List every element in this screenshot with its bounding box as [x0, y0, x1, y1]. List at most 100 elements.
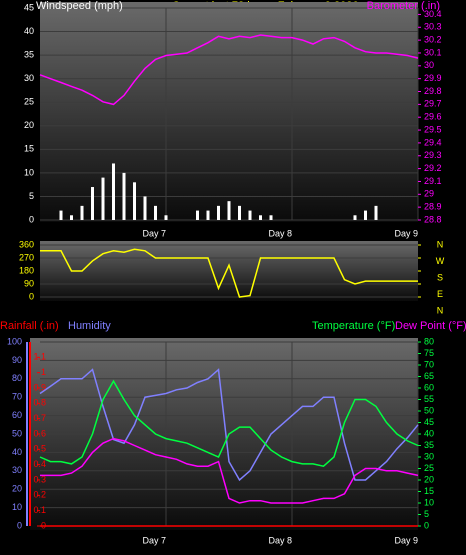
- y-tick-label: 100: [7, 336, 22, 346]
- x-tick-label: Day 8: [268, 228, 292, 238]
- y2-tick-label: 70: [424, 359, 434, 369]
- y-tick-label: 270: [19, 252, 34, 262]
- y2-tick-label: N: [437, 305, 444, 315]
- y-tick-label: 90: [24, 278, 34, 288]
- bar: [91, 187, 94, 220]
- y-tick-label: 0.8: [33, 398, 46, 408]
- y-tick-label: 20: [24, 120, 34, 130]
- y-tick-label: 0.4: [33, 459, 46, 469]
- y2-tick-label: 28.9: [424, 202, 442, 212]
- x-tick-label: Day 8: [268, 535, 292, 545]
- y2-tick-label: 30.2: [424, 34, 442, 44]
- bar: [122, 172, 126, 220]
- bar: [196, 210, 199, 220]
- y-tick-label: 0: [29, 214, 34, 224]
- series-line: [39, 34, 419, 106]
- y-tick-label: 0.9: [33, 382, 46, 392]
- y-tick-label: 40: [24, 26, 34, 36]
- bar: [133, 182, 136, 220]
- y-tick-label: 60: [12, 410, 22, 420]
- y-tick-label: 0.7: [33, 413, 46, 423]
- y-tick-label: 0.3: [33, 474, 46, 484]
- bar: [70, 215, 73, 220]
- y2-tick-label: 30: [424, 451, 434, 461]
- y-tick-label: 15: [24, 144, 34, 154]
- series-label: Temperature (°F): [312, 320, 395, 332]
- y2-tick-label: 80: [424, 336, 434, 346]
- y-tick-label: 40: [12, 447, 22, 457]
- series-label: Dew Point (°F): [395, 320, 466, 332]
- y-tick-label: 45: [24, 2, 34, 12]
- y-tick-label: 25: [24, 97, 34, 107]
- y2-tick-label: 5: [424, 509, 429, 519]
- bar: [206, 210, 210, 220]
- y2-tick-label: 29.6: [424, 112, 442, 122]
- series-line: [39, 379, 419, 468]
- y2-tick-label: 29.3: [424, 150, 442, 160]
- y2-tick-label: 20: [424, 474, 434, 484]
- series-line: [39, 368, 419, 482]
- bar: [112, 163, 115, 220]
- bar: [248, 210, 252, 220]
- y-tick-label: 80: [12, 373, 22, 383]
- y2-tick-label: 30: [424, 60, 434, 70]
- y-tick-label: 0: [17, 520, 22, 530]
- y-tick-label: 1.1: [33, 352, 46, 362]
- y-tick-label: 0.2: [33, 490, 46, 500]
- bar: [259, 215, 262, 220]
- y2-tick-label: 29.1: [424, 176, 442, 186]
- y-tick-label: 20: [12, 484, 22, 494]
- series-line: [40, 437, 419, 504]
- x-tick-label: Day 7: [142, 228, 166, 238]
- y2-tick-label: N: [437, 239, 444, 249]
- bar: [353, 215, 357, 220]
- y-tick-label: 50: [12, 428, 22, 438]
- y-tick-label: 360: [19, 239, 34, 249]
- y-tick-label: 35: [24, 49, 34, 59]
- bar: [227, 201, 231, 220]
- y-tick-label: 180: [19, 265, 34, 275]
- series-label: Windspeed (mph): [36, 0, 123, 12]
- x-tick-label: Day 7: [142, 535, 166, 545]
- series-label: Rainfall (.in): [0, 320, 59, 332]
- y-tick-label: 90: [12, 355, 22, 365]
- y2-tick-label: 29.7: [424, 99, 442, 109]
- y2-tick-label: 65: [424, 371, 434, 381]
- y-tick-label: 70: [12, 392, 22, 402]
- y2-tick-label: S: [437, 272, 443, 282]
- x-tick-label: Day 9: [394, 228, 418, 238]
- y2-tick-label: 45: [424, 417, 434, 427]
- y2-tick-label: 29.8: [424, 86, 442, 96]
- y-tick-label: 0.1: [33, 505, 46, 515]
- bar: [59, 210, 63, 220]
- bar: [364, 210, 367, 220]
- y2-tick-label: 60: [424, 382, 434, 392]
- series-label: Barometer (.in): [367, 0, 440, 12]
- y-tick-label: 0.5: [33, 444, 46, 454]
- bar: [238, 205, 241, 220]
- y-tick-label: 10: [24, 167, 34, 177]
- y2-tick-label: W: [436, 256, 445, 266]
- y2-tick-label: 25: [424, 463, 434, 473]
- y2-tick-label: 29.4: [424, 137, 442, 147]
- y-tick-label: 10: [12, 502, 22, 512]
- y2-tick-label: E: [437, 289, 443, 299]
- y2-tick-label: 29.9: [424, 73, 442, 83]
- y2-tick-label: 50: [424, 405, 434, 415]
- y2-tick-label: 30.3: [424, 22, 442, 32]
- y2-tick-label: 55: [424, 394, 434, 404]
- bar: [374, 205, 378, 220]
- y2-tick-label: 30.4: [424, 9, 442, 19]
- bar: [217, 205, 220, 220]
- series-line: [40, 248, 418, 298]
- y2-tick-label: 40: [424, 428, 434, 438]
- y-tick-label: 30: [12, 465, 22, 475]
- y-tick-label: 1: [41, 367, 46, 377]
- bar: [143, 196, 147, 220]
- y-tick-label: 0.6: [33, 428, 46, 438]
- y2-tick-label: 10: [424, 497, 434, 507]
- y2-tick-label: 0: [424, 520, 429, 530]
- y2-tick-label: 30.1: [424, 47, 442, 57]
- bar: [269, 215, 273, 220]
